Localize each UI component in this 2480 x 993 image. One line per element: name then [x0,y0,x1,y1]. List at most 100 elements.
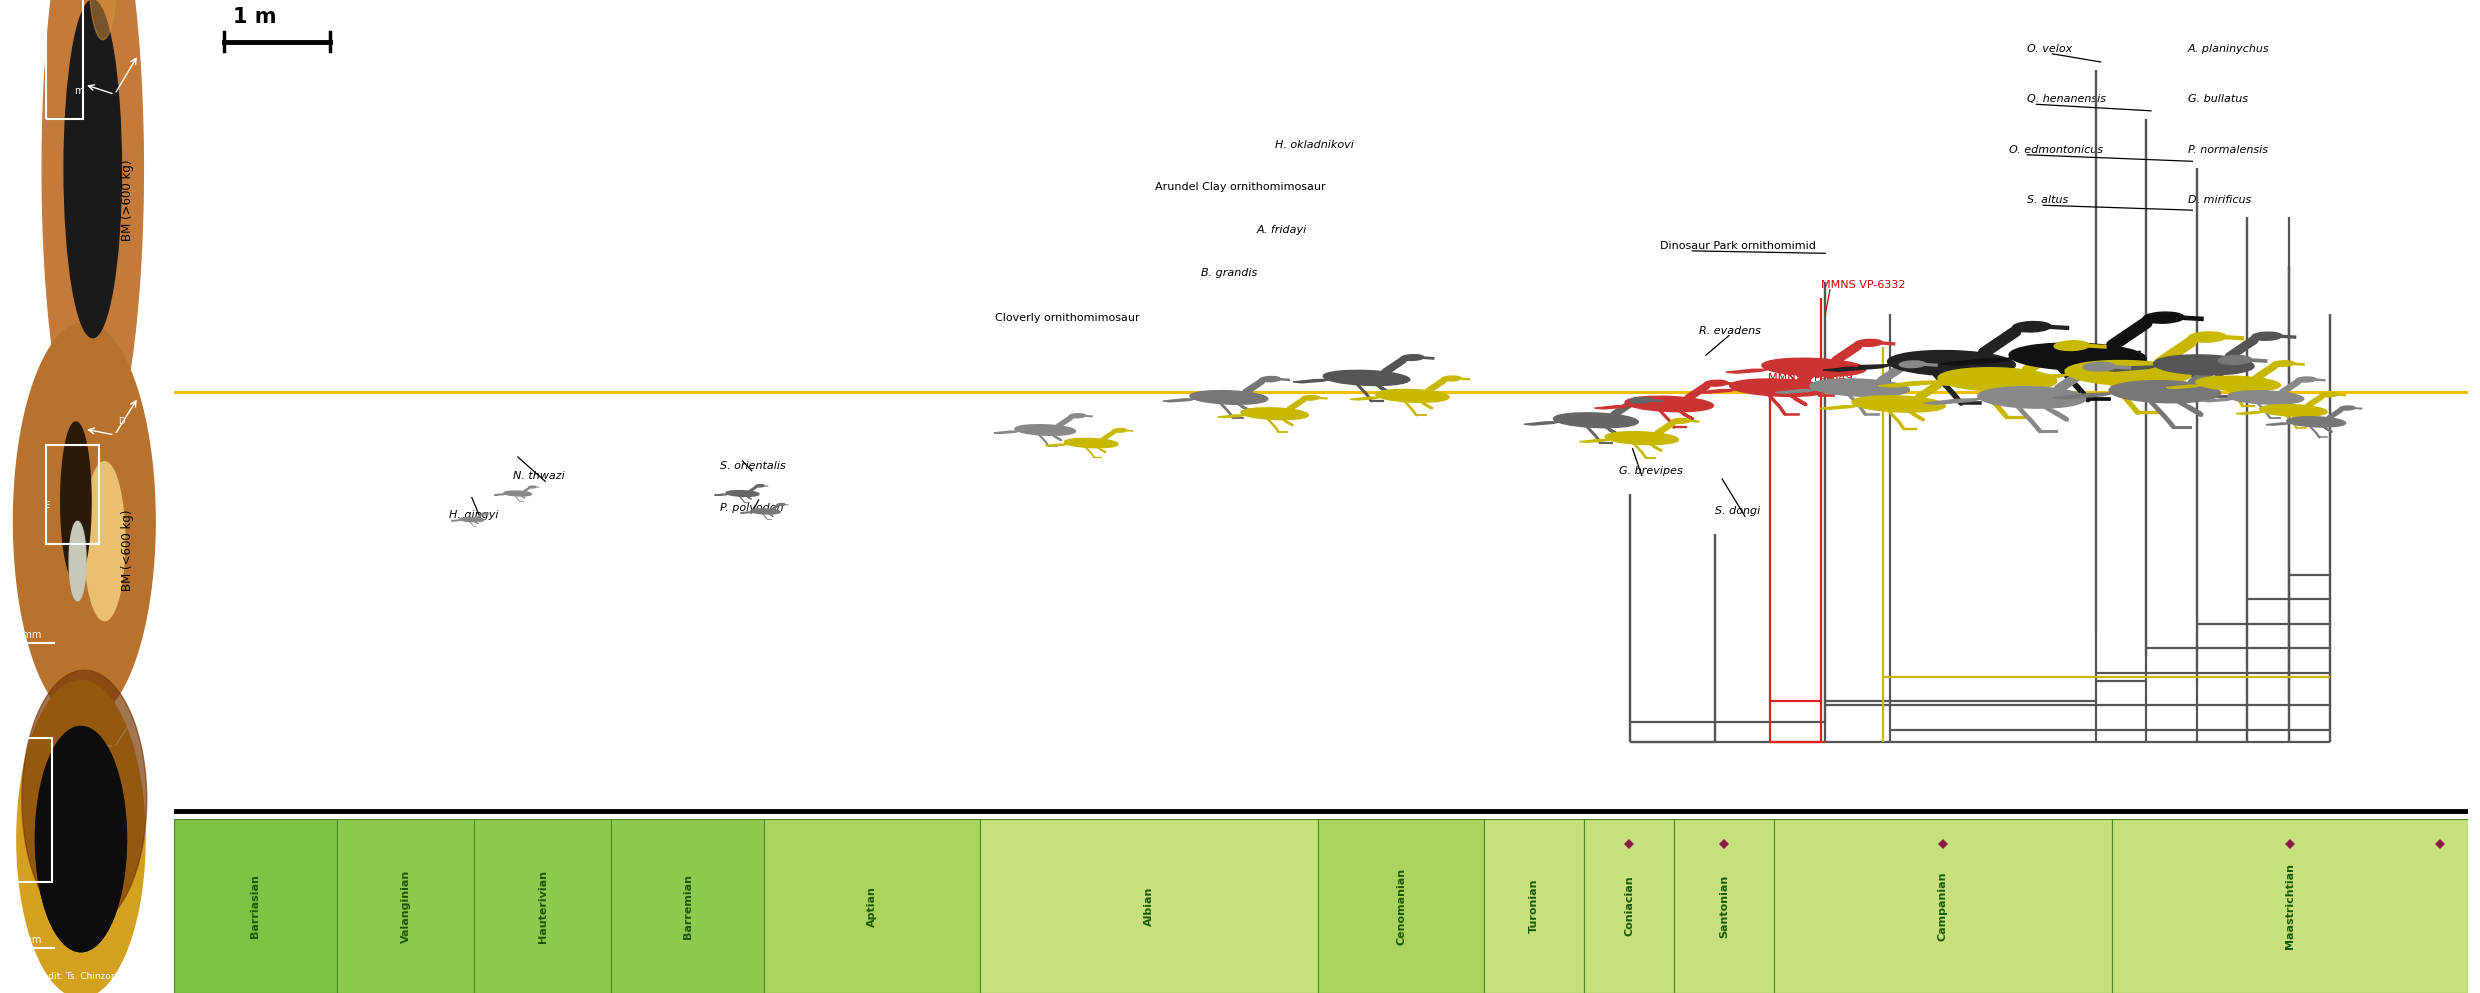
Ellipse shape [2227,391,2304,404]
Polygon shape [1939,355,2029,365]
Text: Maastrichtian: Maastrichtian [2284,863,2294,949]
Text: Barriasian: Barriasian [250,874,260,938]
Text: Barremian: Barremian [682,874,692,938]
Ellipse shape [1937,379,1962,385]
Polygon shape [2237,410,2272,414]
Ellipse shape [1672,418,1691,423]
Bar [764,819,980,993]
Text: B1: B1 [2,57,15,67]
Ellipse shape [2272,360,2294,366]
Polygon shape [2267,421,2296,425]
Text: MMNS VP-7649: MMNS VP-7649 [1768,372,1853,382]
Ellipse shape [1853,396,1944,412]
Text: Santonian: Santonian [1719,875,1729,937]
Polygon shape [12,323,156,720]
Ellipse shape [1855,340,1882,347]
Text: Cloverly ornithomimosaur: Cloverly ornithomimosaur [994,313,1138,323]
Text: Coniacian: Coniacian [1624,876,1634,936]
Ellipse shape [2066,360,2192,385]
Text: G: G [47,805,55,814]
Text: 2 mm: 2 mm [12,350,42,359]
Text: 1 m: 1 m [233,7,278,27]
Text: A. planinychus: A. planinychus [2187,44,2269,54]
Bar [1483,819,1585,993]
Text: Aptian: Aptian [868,886,878,926]
Ellipse shape [1887,351,2016,376]
Text: Q. henanensis: Q. henanensis [2026,94,2106,104]
Polygon shape [742,511,756,513]
Ellipse shape [528,487,536,488]
Ellipse shape [481,513,489,514]
Polygon shape [1292,377,1339,382]
Text: S. orientalis: S. orientalis [719,461,786,471]
Polygon shape [1823,361,1907,371]
Ellipse shape [1937,367,2056,391]
Ellipse shape [2009,344,2145,370]
Ellipse shape [1552,413,1639,428]
Bar [2110,819,2468,993]
Polygon shape [89,0,117,40]
Text: BM (>600 kg): BM (>600 kg) [122,160,134,241]
Ellipse shape [1729,379,1830,396]
Bar [1773,819,2110,993]
Polygon shape [17,680,144,993]
Polygon shape [1595,403,1642,409]
Ellipse shape [2153,355,2254,374]
Text: Albian: Albian [1143,887,1153,925]
Text: Dinosaur Park ornithomimid: Dinosaur Park ornithomimid [1659,241,1815,251]
Polygon shape [2165,382,2212,388]
Text: G. brevipes: G. brevipes [1619,466,1681,476]
Ellipse shape [2252,332,2282,341]
Bar [1317,819,1483,993]
Text: O. velox: O. velox [2026,44,2073,54]
Ellipse shape [1302,395,1319,400]
Ellipse shape [1979,386,2086,408]
Polygon shape [42,0,144,467]
Ellipse shape [2217,355,2252,364]
Polygon shape [69,521,87,601]
Bar [5,738,52,882]
Text: H: H [2,767,12,777]
Polygon shape [1924,395,1994,404]
Ellipse shape [2321,392,2339,397]
Text: m: m [74,86,84,96]
Polygon shape [84,462,124,621]
Text: H. okladnikovi: H. okladnikovi [1275,140,1354,150]
Ellipse shape [1190,390,1267,404]
Polygon shape [1694,386,1748,393]
Text: m: m [74,431,84,441]
Text: H. qingyi: H. qingyi [449,509,498,519]
Text: Image credit: Ts. Chinzorig: Image credit: Ts. Chinzorig [2,972,124,981]
Ellipse shape [2259,404,2326,416]
Ellipse shape [727,491,759,496]
Polygon shape [494,494,508,496]
Text: Valanginian: Valanginian [402,870,412,942]
Ellipse shape [1761,358,1865,376]
Polygon shape [1776,386,1828,393]
Text: P. normalensis: P. normalensis [2187,145,2267,155]
Text: a: a [141,386,149,396]
Ellipse shape [751,508,781,514]
Polygon shape [1877,377,1957,387]
Ellipse shape [1704,380,1729,386]
Polygon shape [1726,366,1781,373]
Text: Hauterivian: Hauterivian [538,870,548,942]
Ellipse shape [2187,332,2227,343]
Ellipse shape [1900,360,1924,367]
Polygon shape [2053,389,2125,399]
Text: Arundel Clay ornithomimosaur: Arundel Clay ornithomimosaur [1156,183,1327,193]
Ellipse shape [35,727,126,951]
Ellipse shape [2296,377,2316,382]
Text: S. altus: S. altus [2026,196,2068,206]
Ellipse shape [1629,397,1652,403]
Ellipse shape [776,503,786,505]
Text: P. polyodon: P. polyodon [719,503,784,513]
Bar [45,445,99,544]
Ellipse shape [1064,438,1118,448]
Polygon shape [1580,438,1619,442]
Polygon shape [1047,443,1074,446]
Polygon shape [1218,413,1252,417]
Text: B. grandis: B. grandis [1200,268,1257,278]
Polygon shape [451,519,464,521]
Text: E: E [45,501,50,510]
